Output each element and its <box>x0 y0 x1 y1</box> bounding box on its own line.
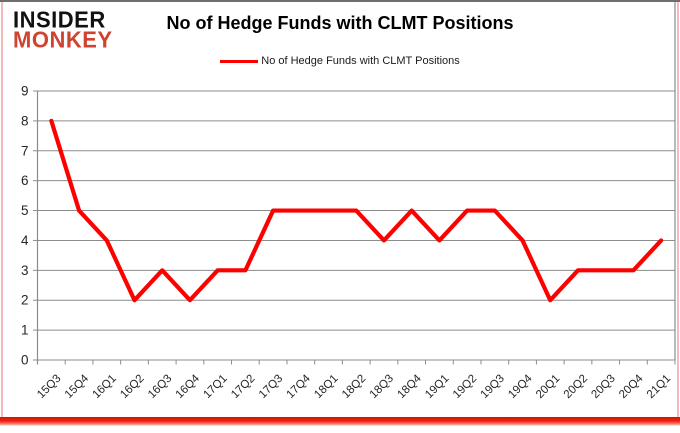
x-tick-label: 21Q1 <box>645 373 673 401</box>
insider-monkey-logo: INSIDER MONKEY <box>13 6 113 53</box>
y-tick-label: 5 <box>21 203 29 218</box>
right-border <box>677 2 679 418</box>
legend-label: No of Hedge Funds with CLMT Positions <box>261 55 460 67</box>
left-border <box>1 2 3 418</box>
chart-title: No of Hedge Funds with CLMT Positions <box>166 13 514 33</box>
x-tick-label: 18Q4 <box>395 372 424 401</box>
y-tick-label: 8 <box>21 113 29 128</box>
x-tick-label: 17Q4 <box>285 372 314 401</box>
x-tick-label: 19Q3 <box>479 373 507 401</box>
x-tick-label: 18Q1 <box>312 373 340 401</box>
x-tick-label: 16Q2 <box>118 373 146 401</box>
x-tick-label: 16Q1 <box>91 373 119 401</box>
logo-insider-text: INSIDER <box>13 6 106 33</box>
y-tick-label: 1 <box>21 323 29 338</box>
x-tick-label: 20Q1 <box>534 373 562 401</box>
logo-monkey-text: MONKEY <box>13 26 113 53</box>
x-tick-label: 17Q2 <box>229 373 257 401</box>
chart-legend: No of Hedge Funds with CLMT Positions <box>0 55 680 67</box>
x-tick-label: 18Q3 <box>368 373 396 401</box>
x-tick-label: 15Q3 <box>35 373 63 401</box>
x-tick-label: 19Q2 <box>451 373 479 401</box>
top-border <box>0 0 680 2</box>
legend-line-swatch <box>220 59 259 63</box>
x-tick-label: 15Q4 <box>63 372 92 401</box>
y-tick-label: 9 <box>21 84 29 99</box>
series-line <box>49 118 664 303</box>
x-tick-label: 16Q4 <box>174 372 203 401</box>
y-tick-label: 2 <box>21 293 29 308</box>
x-tick-label: 20Q4 <box>617 372 646 401</box>
x-tick-label: 19Q4 <box>506 372 535 401</box>
y-tick-label: 7 <box>21 143 29 158</box>
x-tick-label: 20Q2 <box>562 373 590 401</box>
y-tick-label: 3 <box>21 263 29 278</box>
x-tick-label: 18Q2 <box>340 373 368 401</box>
y-tick-label: 6 <box>21 173 29 188</box>
bottom-red-bar <box>0 417 680 426</box>
y-tick-label: 0 <box>21 353 29 368</box>
x-tick-label: 20Q3 <box>589 373 617 401</box>
x-tick-label: 19Q1 <box>423 373 451 401</box>
x-tick-label: 16Q3 <box>146 373 174 401</box>
y-tick-label: 4 <box>21 233 29 248</box>
x-tick-label: 17Q1 <box>201 373 229 401</box>
x-tick-label: 17Q3 <box>257 373 285 401</box>
